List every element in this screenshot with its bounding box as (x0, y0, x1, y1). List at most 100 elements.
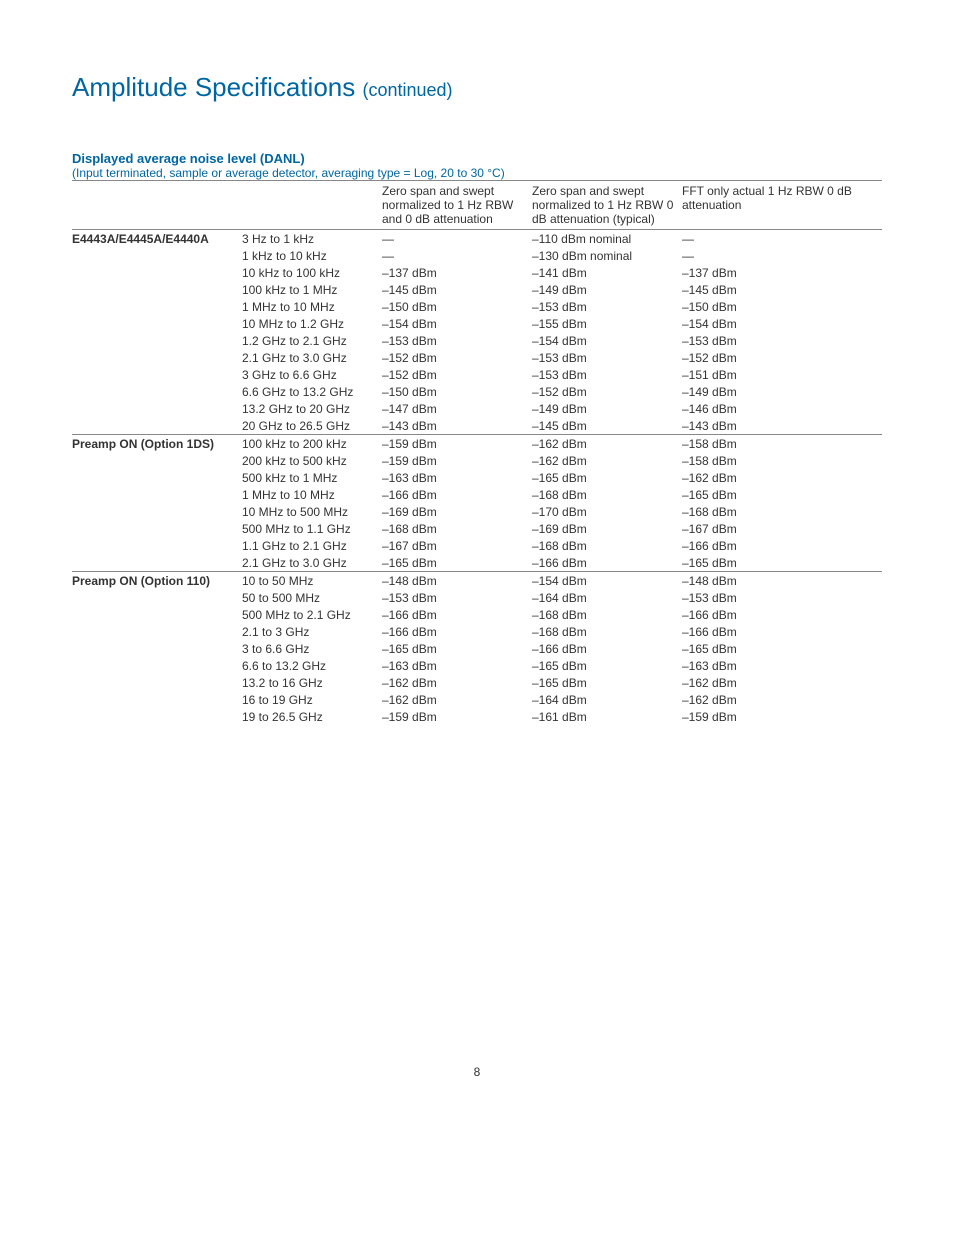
table-row: 100 kHz to 1 MHz–145 dBm–149 dBm–145 dBm (72, 281, 882, 298)
value-b: –170 dBm (532, 503, 682, 520)
freq-range: 16 to 19 GHz (242, 691, 382, 708)
value-a: — (382, 230, 532, 248)
value-a: –162 dBm (382, 674, 532, 691)
freq-range: 20 GHz to 26.5 GHz (242, 417, 382, 435)
page-title: Amplitude Specifications (continued) (72, 72, 882, 103)
value-a: –152 dBm (382, 366, 532, 383)
value-a: –154 dBm (382, 315, 532, 332)
freq-range: 1 MHz to 10 MHz (242, 298, 382, 315)
freq-range: 100 kHz to 200 kHz (242, 435, 382, 453)
freq-range: 100 kHz to 1 MHz (242, 281, 382, 298)
freq-range: 10 kHz to 100 kHz (242, 264, 382, 281)
table-row: 10 MHz to 1.2 GHz–154 dBm–155 dBm–154 dB… (72, 315, 882, 332)
value-a: –147 dBm (382, 400, 532, 417)
value-a: –150 dBm (382, 383, 532, 400)
header-col-b: Zero span and swept normalized to 1 Hz R… (532, 181, 682, 230)
value-a: –159 dBm (382, 452, 532, 469)
value-c: –148 dBm (682, 572, 882, 590)
group-label-empty (72, 264, 242, 281)
value-c: –150 dBm (682, 298, 882, 315)
value-b: –153 dBm (532, 349, 682, 366)
table-row: 6.6 GHz to 13.2 GHz–150 dBm–152 dBm–149 … (72, 383, 882, 400)
group-label-empty (72, 400, 242, 417)
value-a: –150 dBm (382, 298, 532, 315)
table-row: 1 MHz to 10 MHz–150 dBm–153 dBm–150 dBm (72, 298, 882, 315)
value-b: –162 dBm (532, 452, 682, 469)
value-c: –163 dBm (682, 657, 882, 674)
group-label: Preamp ON (Option 1DS) (72, 435, 242, 453)
value-b: –168 dBm (532, 623, 682, 640)
value-b: –166 dBm (532, 554, 682, 572)
table-row: 1 MHz to 10 MHz–166 dBm–168 dBm–165 dBm (72, 486, 882, 503)
value-a: –159 dBm (382, 435, 532, 453)
value-c: –165 dBm (682, 554, 882, 572)
value-c: –151 dBm (682, 366, 882, 383)
table-row: Preamp ON (Option 110)10 to 50 MHz–148 d… (72, 572, 882, 590)
group-label-empty (72, 452, 242, 469)
value-b: –152 dBm (532, 383, 682, 400)
table-row: 13.2 to 16 GHz–162 dBm–165 dBm–162 dBm (72, 674, 882, 691)
table-row: 10 MHz to 500 MHz–169 dBm–170 dBm–168 dB… (72, 503, 882, 520)
value-b: –149 dBm (532, 281, 682, 298)
group-label-empty (72, 332, 242, 349)
table-row: 3 to 6.6 GHz–165 dBm–166 dBm–165 dBm (72, 640, 882, 657)
group-label-empty (72, 708, 242, 725)
value-b: –110 dBm nominal (532, 230, 682, 248)
value-c: –152 dBm (682, 349, 882, 366)
danl-table: Zero span and swept normalized to 1 Hz R… (72, 180, 882, 725)
freq-range: 19 to 26.5 GHz (242, 708, 382, 725)
value-c: –168 dBm (682, 503, 882, 520)
group-label: Preamp ON (Option 110) (72, 572, 242, 590)
table-row: 10 kHz to 100 kHz–137 dBm–141 dBm–137 dB… (72, 264, 882, 281)
group-label-empty (72, 589, 242, 606)
freq-range: 1.1 GHz to 2.1 GHz (242, 537, 382, 554)
value-c: –166 dBm (682, 537, 882, 554)
group-label-empty (72, 298, 242, 315)
group-label-empty (72, 315, 242, 332)
value-b: –153 dBm (532, 366, 682, 383)
value-a: –163 dBm (382, 657, 532, 674)
group-label-empty (72, 349, 242, 366)
value-c: –137 dBm (682, 264, 882, 281)
table-header-row: Zero span and swept normalized to 1 Hz R… (72, 181, 882, 230)
group-label-empty (72, 503, 242, 520)
value-b: –165 dBm (532, 657, 682, 674)
table-row: 2.1 GHz to 3.0 GHz–152 dBm–153 dBm–152 d… (72, 349, 882, 366)
group-label-empty (72, 657, 242, 674)
freq-range: 500 MHz to 1.1 GHz (242, 520, 382, 537)
group-label-empty (72, 691, 242, 708)
freq-range: 200 kHz to 500 kHz (242, 452, 382, 469)
value-b: –164 dBm (532, 691, 682, 708)
value-a: –165 dBm (382, 640, 532, 657)
freq-range: 10 MHz to 500 MHz (242, 503, 382, 520)
value-c: — (682, 230, 882, 248)
freq-range: 13.2 GHz to 20 GHz (242, 400, 382, 417)
group-label-empty (72, 674, 242, 691)
freq-range: 500 MHz to 2.1 GHz (242, 606, 382, 623)
value-c: –162 dBm (682, 674, 882, 691)
group-label: E4443A/E4445A/E4440A (72, 230, 242, 248)
group-label-empty (72, 469, 242, 486)
value-c: –162 dBm (682, 469, 882, 486)
freq-range: 3 Hz to 1 kHz (242, 230, 382, 248)
value-c: –149 dBm (682, 383, 882, 400)
value-c: — (682, 247, 882, 264)
group-label-empty (72, 486, 242, 503)
group-label-empty (72, 554, 242, 572)
freq-range: 2.1 GHz to 3.0 GHz (242, 349, 382, 366)
table-row: 2.1 GHz to 3.0 GHz–165 dBm–166 dBm–165 d… (72, 554, 882, 572)
value-b: –168 dBm (532, 606, 682, 623)
value-a: –168 dBm (382, 520, 532, 537)
table-row: 500 kHz to 1 MHz–163 dBm–165 dBm–162 dBm (72, 469, 882, 486)
value-a: –143 dBm (382, 417, 532, 435)
table-row: 500 MHz to 2.1 GHz–166 dBm–168 dBm–166 d… (72, 606, 882, 623)
section-title: Displayed average noise level (DANL) (72, 151, 882, 166)
value-a: — (382, 247, 532, 264)
group-label-empty (72, 281, 242, 298)
freq-range: 50 to 500 MHz (242, 589, 382, 606)
header-blank-2 (242, 181, 382, 230)
value-a: –165 dBm (382, 554, 532, 572)
value-b: –168 dBm (532, 486, 682, 503)
group-label-empty (72, 247, 242, 264)
value-c: –153 dBm (682, 589, 882, 606)
